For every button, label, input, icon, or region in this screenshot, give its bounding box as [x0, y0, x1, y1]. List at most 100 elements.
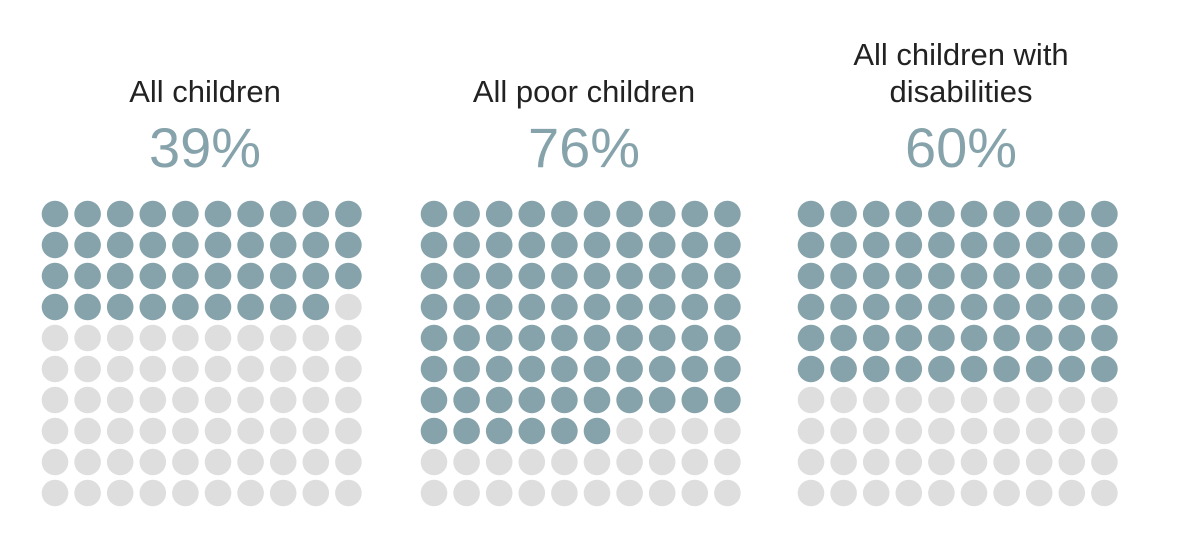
empty-dot: [681, 479, 709, 507]
filled-dot: [583, 200, 611, 228]
empty-dot: [928, 417, 955, 445]
filled-dot: [583, 386, 611, 414]
empty-dot: [237, 324, 264, 352]
filled-dot: [648, 293, 676, 321]
filled-dot: [583, 355, 611, 383]
filled-dot: [648, 355, 676, 383]
filled-dot: [681, 293, 709, 321]
filled-dot: [204, 293, 232, 321]
empty-dot: [269, 417, 297, 445]
empty-dot: [139, 479, 167, 507]
filled-dot: [518, 386, 546, 414]
empty-dot: [648, 479, 676, 507]
empty-dot: [616, 479, 643, 507]
empty-dot: [1025, 448, 1053, 476]
empty-dot: [41, 448, 69, 476]
empty-dot: [335, 417, 362, 445]
filled-dot: [1025, 324, 1053, 352]
empty-dot: [1091, 448, 1118, 476]
empty-dot: [172, 417, 199, 445]
filled-dot: [1025, 293, 1053, 321]
empty-dot: [269, 355, 297, 383]
filled-dot: [106, 231, 134, 259]
empty-dot: [139, 448, 167, 476]
empty-dot: [204, 448, 232, 476]
filled-dot: [928, 200, 955, 228]
filled-dot: [302, 293, 330, 321]
empty-dot: [928, 479, 955, 507]
empty-dot: [420, 448, 448, 476]
empty-dot: [862, 479, 890, 507]
filled-dot: [616, 386, 643, 414]
filled-dot: [139, 200, 167, 228]
filled-dot: [74, 231, 101, 259]
empty-dot: [204, 386, 232, 414]
filled-dot: [269, 262, 297, 290]
filled-dot: [485, 386, 513, 414]
empty-dot: [302, 324, 330, 352]
empty-dot: [895, 448, 923, 476]
filled-dot: [518, 355, 546, 383]
filled-dot: [714, 262, 741, 290]
filled-dot: [518, 417, 546, 445]
filled-dot: [681, 386, 709, 414]
filled-dot: [453, 231, 480, 259]
empty-dot: [237, 386, 264, 414]
empty-dot: [106, 417, 134, 445]
filled-dot: [1091, 324, 1118, 352]
empty-dot: [335, 386, 362, 414]
empty-dot: [928, 448, 955, 476]
empty-dot: [41, 386, 69, 414]
filled-dot: [172, 262, 199, 290]
empty-dot: [993, 479, 1020, 507]
filled-dot: [41, 200, 69, 228]
panel-all-children: All children 39%: [40, 0, 370, 555]
filled-dot: [518, 324, 546, 352]
filled-dot: [714, 355, 741, 383]
filled-dot: [551, 417, 578, 445]
empty-dot: [139, 324, 167, 352]
empty-dot: [335, 448, 362, 476]
filled-dot: [648, 200, 676, 228]
empty-dot: [172, 386, 199, 414]
empty-dot: [895, 479, 923, 507]
filled-dot: [895, 231, 923, 259]
empty-dot: [648, 417, 676, 445]
filled-dot: [830, 293, 857, 321]
filled-dot: [797, 262, 825, 290]
filled-dot: [302, 262, 330, 290]
empty-dot: [960, 417, 988, 445]
filled-dot: [518, 231, 546, 259]
empty-dot: [237, 355, 264, 383]
filled-dot: [616, 355, 643, 383]
panel-label: All poor children: [472, 74, 696, 109]
filled-dot: [453, 324, 480, 352]
empty-dot: [960, 448, 988, 476]
filled-dot: [74, 262, 101, 290]
filled-dot: [616, 231, 643, 259]
filled-dot: [830, 262, 857, 290]
filled-dot: [993, 293, 1020, 321]
empty-dot: [335, 355, 362, 383]
filled-dot: [453, 262, 480, 290]
filled-dot: [551, 200, 578, 228]
empty-dot: [302, 417, 330, 445]
filled-dot: [485, 293, 513, 321]
filled-dot: [862, 324, 890, 352]
filled-dot: [797, 231, 825, 259]
filled-dot: [1091, 355, 1118, 383]
empty-dot: [269, 448, 297, 476]
filled-dot: [74, 293, 101, 321]
empty-dot: [269, 479, 297, 507]
empty-dot: [1058, 386, 1086, 414]
filled-dot: [302, 200, 330, 228]
filled-dot: [928, 231, 955, 259]
empty-dot: [302, 386, 330, 414]
filled-dot: [993, 200, 1020, 228]
filled-dot: [960, 200, 988, 228]
filled-dot: [993, 262, 1020, 290]
filled-dot: [302, 231, 330, 259]
empty-dot: [714, 448, 741, 476]
waffle-grid: [41, 200, 362, 507]
filled-dot: [139, 231, 167, 259]
